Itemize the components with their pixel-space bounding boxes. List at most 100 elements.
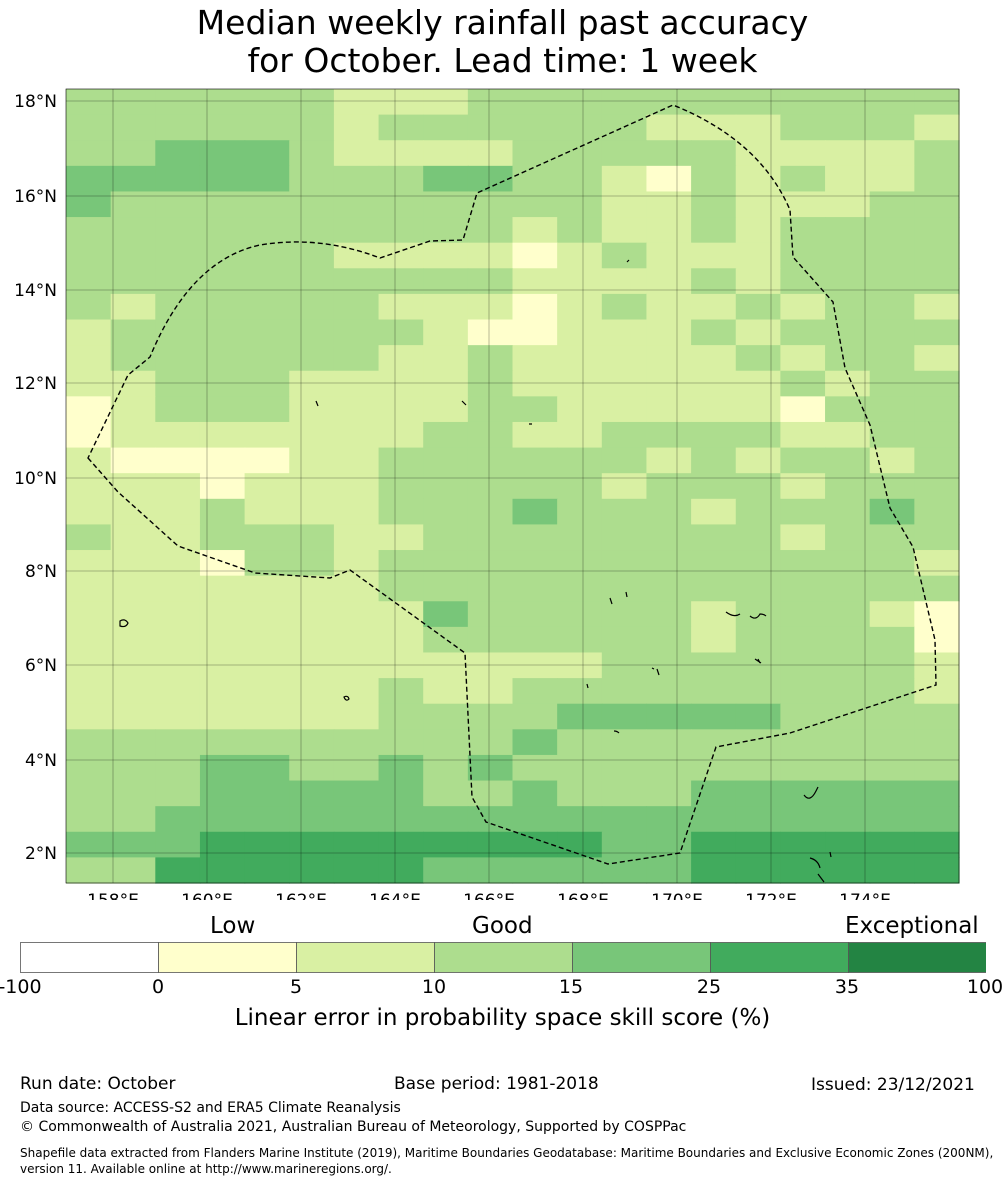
skill-cell (512, 242, 558, 269)
skill-cell (557, 575, 603, 602)
skill-cell (244, 370, 290, 397)
skill-cell (244, 780, 290, 807)
skill-cell (691, 319, 737, 346)
skill-cell (825, 319, 871, 346)
skill-cell (691, 217, 737, 244)
skill-cell (155, 498, 201, 526)
colorbar-segment (20, 942, 159, 973)
skill-cell (869, 473, 915, 500)
skill-cell (333, 447, 380, 474)
skill-cell (333, 268, 380, 295)
skill-cell (601, 293, 648, 321)
skill-cell (691, 652, 737, 679)
skill-cell (691, 396, 737, 423)
skill-cell (780, 601, 826, 628)
skill-cell (646, 114, 692, 141)
skill-cell (423, 806, 469, 833)
skill-cell (333, 165, 380, 193)
skill-cell (244, 396, 290, 423)
skill-cell (780, 729, 826, 756)
skill-cell (512, 140, 558, 167)
skill-cell (735, 370, 781, 397)
latitude-label: 8°N (25, 562, 57, 582)
skill-cell (557, 652, 603, 679)
skill-cell (780, 447, 826, 474)
skill-cell (691, 498, 737, 526)
skill-cell (646, 447, 692, 474)
colorbar-segment (710, 942, 849, 973)
skill-cell (735, 780, 781, 807)
skill-cell (601, 703, 648, 730)
latitude-label: 2°N (25, 844, 57, 864)
skill-cell (646, 319, 692, 346)
skill-cell (423, 293, 469, 321)
skill-cell (512, 370, 558, 397)
skill-cell (601, 242, 648, 269)
skill-cell (825, 575, 871, 602)
skill-cell (289, 396, 335, 423)
skill-cell (869, 396, 915, 423)
latitude-label: 14°N (14, 281, 57, 301)
skill-cell (735, 652, 781, 679)
skill-cell (333, 678, 380, 705)
skill-cell (646, 242, 692, 269)
skill-cell (110, 626, 156, 654)
skill-cell (467, 575, 514, 602)
skill-cell (110, 729, 156, 756)
skill-cell (646, 498, 692, 526)
skill-cell (244, 268, 290, 295)
skill-cell (66, 396, 112, 423)
skill-cell (378, 780, 424, 807)
skill-cell (735, 524, 781, 551)
skill-cell (199, 165, 246, 193)
skill-cell (110, 396, 156, 423)
skill-cell (110, 831, 156, 858)
skill-cell (601, 729, 648, 756)
skill-cell (199, 370, 246, 397)
skill-cell (825, 293, 871, 321)
skill-cell (735, 319, 781, 346)
skill-cell (646, 524, 692, 551)
skill-cell (869, 89, 915, 116)
skill-cell (735, 421, 781, 449)
skill-cell (869, 550, 915, 577)
skill-cell (110, 319, 156, 346)
skill-cell (467, 857, 514, 884)
skill-cell (244, 140, 290, 167)
skill-cell (423, 268, 469, 295)
skill-cell (289, 268, 335, 295)
skill-cell (914, 780, 960, 807)
skill-cell (244, 575, 290, 602)
skill-cell (155, 293, 201, 321)
skill-cell (869, 140, 915, 167)
latitude-label: 6°N (25, 656, 57, 676)
skill-cell (825, 626, 871, 654)
skill-cell (155, 345, 201, 372)
skill-cell (155, 806, 201, 833)
skill-cell (467, 729, 514, 756)
skill-cell (244, 421, 290, 449)
skill-cell (66, 421, 112, 449)
skill-cell (244, 498, 290, 526)
skill-cell (557, 473, 603, 500)
skill-cell (691, 447, 737, 474)
skill-cell (467, 703, 514, 730)
colorbar-tick-label: 100 (966, 976, 1004, 998)
skill-cell (691, 703, 737, 730)
skill-cell (914, 370, 960, 397)
longitude-label: 160°E (181, 891, 233, 900)
skill-cell (512, 626, 558, 654)
skill-cell (914, 345, 960, 372)
skill-cell (155, 165, 201, 193)
skill-cell (66, 780, 112, 807)
skill-cell (825, 165, 871, 193)
skill-cell (512, 473, 558, 500)
skill-cell (333, 319, 380, 346)
skill-cell (467, 370, 514, 397)
skill-cell (244, 754, 290, 782)
skill-cell (557, 754, 603, 782)
skill-cell (825, 831, 871, 858)
skill-cell (378, 806, 424, 833)
skill-cell (557, 293, 603, 321)
skill-cell (646, 626, 692, 654)
